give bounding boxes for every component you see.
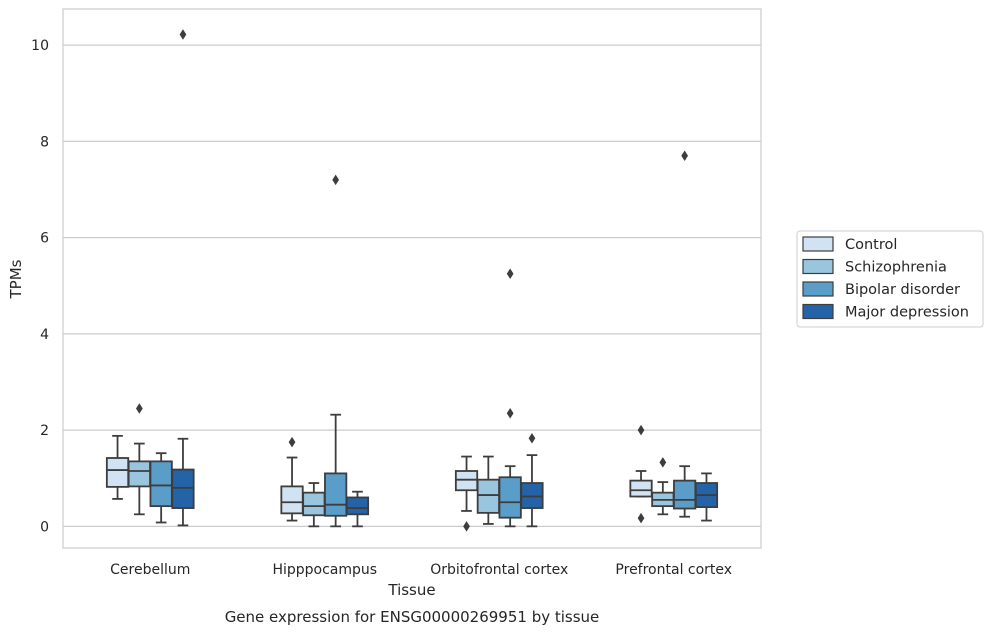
box-iqr (629, 479, 653, 498)
legend: Control Schizophrenia Bipolar disorder Majo… (796, 230, 984, 328)
x-tick-label: Hipppocampus (272, 562, 377, 578)
legend-swatch (802, 303, 834, 320)
outlier-point (528, 433, 536, 444)
box-2-2 (498, 465, 522, 528)
x-tick-labels: Cerebellum Hipppocampus Orbitofrontal cort… (110, 562, 732, 578)
outlier-point (332, 174, 340, 186)
box-2-1 (324, 413, 348, 528)
box-0-0 (105, 434, 130, 500)
legend-item: Bipolar disorder (802, 281, 960, 298)
x-tick-label: Orbitofrontal cortex (430, 562, 568, 578)
outlier-point (637, 512, 645, 524)
y-axis-title: TPMs (7, 259, 25, 299)
y-grid (63, 44, 761, 527)
box-iqr (149, 460, 173, 508)
figure-caption: Gene expression for ENSG00000269951 by t… (225, 608, 600, 626)
box-iqr (324, 472, 348, 517)
legend-item: Major depression (802, 303, 969, 321)
box-series (105, 413, 719, 528)
outlier-point (288, 436, 296, 448)
legend-frame (796, 230, 984, 328)
outlier-point (659, 457, 667, 468)
y-tick-label: 0 (40, 519, 49, 535)
box-iqr (673, 479, 697, 510)
legend-label: Major depression (845, 305, 969, 321)
outlier-point (506, 268, 514, 279)
box-2-3 (673, 465, 697, 518)
legend-item: Control (802, 236, 897, 253)
box-0-1 (280, 456, 304, 522)
box-3-3 (694, 472, 719, 522)
box-0-3 (629, 470, 653, 498)
outlier-point (506, 408, 514, 419)
box-1-0 (127, 442, 151, 516)
box-0-2 (454, 455, 479, 512)
y-tick-label: 6 (40, 231, 49, 247)
legend-item: Schizophrenia (802, 258, 947, 276)
box-3-0 (171, 437, 195, 527)
box-iqr (302, 491, 326, 517)
x-tick-label: Cerebellum (110, 562, 190, 578)
box-iqr (127, 460, 151, 488)
legend-label: Bipolar disorder (845, 282, 960, 298)
box-iqr (454, 470, 479, 492)
box-2-0 (149, 452, 173, 524)
legend-label: Control (845, 237, 897, 253)
box-1-3 (651, 481, 675, 516)
legend-label: Schizophrenia (845, 260, 947, 276)
y-tick-label: 8 (40, 134, 49, 150)
x-axis-title: Tissue (387, 581, 435, 599)
box-iqr (171, 468, 195, 509)
plot-area-frame (62, 8, 762, 549)
box-3-1 (345, 490, 370, 528)
box-iqr (476, 478, 500, 514)
box-iqr (520, 482, 544, 509)
outlier-point (179, 29, 187, 40)
y-tick-label: 10 (31, 38, 49, 54)
y-tick-label: 2 (40, 423, 49, 439)
y-tick-label: 4 (40, 327, 49, 343)
box-3-2 (520, 454, 544, 528)
outlier-point (637, 424, 645, 436)
outlier-point (463, 521, 470, 532)
legend-swatch (802, 258, 834, 275)
outlier-points (135, 29, 689, 532)
box-1-1 (302, 482, 326, 528)
box-iqr (345, 496, 370, 516)
legend-swatch (802, 281, 834, 297)
outlier-point (135, 403, 143, 414)
x-tick-label: Prefrontal cortex (615, 562, 732, 578)
legend-swatch (802, 236, 834, 252)
box-iqr (498, 476, 522, 519)
box-iqr (105, 457, 130, 488)
y-tick-labels: 0 2 4 6 8 10 (31, 38, 49, 535)
outlier-point (681, 150, 689, 162)
box-iqr (280, 485, 304, 515)
box-1-2 (476, 455, 500, 525)
